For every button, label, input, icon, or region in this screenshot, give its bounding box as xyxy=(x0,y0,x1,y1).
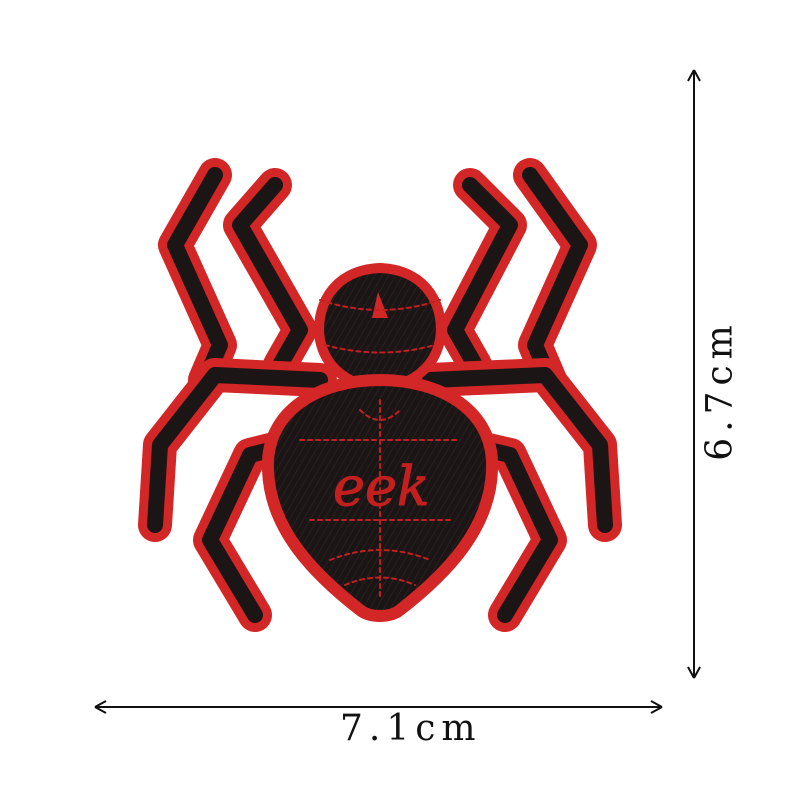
web-stitch xyxy=(299,299,461,601)
height-dimension xyxy=(687,69,701,679)
width-label: 7.1cm xyxy=(340,708,482,749)
spider-patch: eek xyxy=(138,158,622,632)
height-label: 6.7cm xyxy=(699,319,741,461)
patch-text: eek xyxy=(333,455,430,518)
arrow-left-icon xyxy=(94,700,107,714)
arrow-down-icon xyxy=(687,666,701,679)
arrow-up-icon xyxy=(687,69,701,82)
width-dimension xyxy=(94,700,663,714)
spider-head xyxy=(314,263,446,393)
arrow-right-icon xyxy=(650,700,663,714)
spider-legs xyxy=(138,158,622,632)
